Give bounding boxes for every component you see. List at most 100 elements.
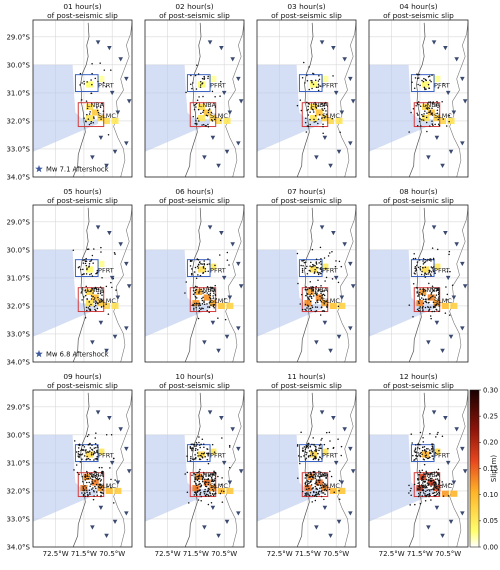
aftershock-dot	[309, 471, 312, 474]
aftershock-dot	[206, 490, 209, 493]
aftershock-dot	[82, 444, 84, 447]
slip-patch	[427, 109, 435, 116]
aftershock-dot	[436, 287, 439, 290]
aftershock-dot	[442, 82, 444, 85]
y-tick-label: 29.0°S	[6, 33, 30, 41]
station-triangle	[448, 334, 454, 339]
aftershock-dot	[328, 488, 331, 491]
aftershock-dot	[425, 107, 428, 109]
aftershock-dot	[427, 483, 430, 485]
aftershock-dot	[311, 305, 313, 307]
aftershock-dot	[301, 308, 304, 311]
aftershock-dot	[110, 478, 112, 481]
aftershock-dot	[447, 495, 450, 497]
aftershock-dot	[210, 494, 212, 497]
aftershock-dot	[433, 487, 435, 489]
aftershock-dot	[91, 62, 93, 65]
panel-11: 11 hour(s)of post-seismic slipPFRTLNBASL…	[256, 372, 357, 558]
aftershock-dot	[302, 61, 305, 64]
slip-patch	[217, 302, 225, 310]
aftershock-dot	[314, 292, 316, 295]
aftershock-dot	[83, 83, 86, 85]
aftershock-dot	[93, 452, 95, 455]
aftershock-dot	[79, 72, 82, 75]
aftershock-dot	[434, 296, 436, 298]
aftershock-dot	[199, 491, 202, 494]
panel-title: 01 hour(s)	[63, 2, 101, 11]
aftershock-dot	[194, 478, 197, 481]
aftershock-dot	[80, 453, 83, 456]
border-line	[113, 207, 133, 363]
slip-patch	[209, 263, 217, 270]
x-tick-label: 70.5°W	[323, 550, 349, 558]
aftershock-dot	[433, 484, 436, 487]
slip-patch	[439, 117, 447, 125]
aftershock-dot	[110, 433, 113, 436]
aftershock-dot	[190, 74, 192, 77]
aftershock-dot	[191, 458, 194, 460]
aftershock-dot	[315, 449, 318, 451]
aftershock-dot	[411, 81, 413, 84]
aftershock-dot	[96, 477, 99, 479]
aftershock-dot	[78, 444, 81, 447]
aftershock-dot	[200, 500, 202, 502]
aftershock-dot	[315, 495, 318, 498]
aftershock-dot	[83, 117, 85, 119]
y-tick-label: 30.0°S	[6, 246, 30, 254]
aftershock-dot	[427, 457, 430, 460]
aftershock-dot	[200, 495, 203, 498]
aftershock-dot	[102, 305, 105, 307]
aftershock-dot	[314, 482, 316, 485]
aftershock-dot	[101, 488, 104, 491]
aftershock-dot	[186, 455, 188, 457]
aftershock-dot	[422, 298, 425, 301]
aftershock-dot	[414, 447, 417, 449]
aftershock-dot	[305, 488, 308, 491]
aftershock-dot	[321, 490, 323, 492]
aftershock-dot	[302, 447, 304, 449]
slip-patch	[315, 294, 323, 301]
aftershock-dot	[196, 64, 198, 66]
slip-patch	[422, 451, 430, 458]
aftershock-dot	[417, 487, 419, 490]
aftershock-dot	[311, 108, 314, 110]
aftershock-dot	[87, 248, 90, 250]
slip-patch	[86, 288, 94, 295]
aftershock-dot	[315, 481, 317, 484]
aftershock-dot	[416, 455, 418, 457]
aftershock-dot	[437, 479, 440, 482]
aftershock-dot	[338, 260, 341, 263]
region-label: LNBA	[199, 101, 217, 109]
panel-title: of post-seismic slip	[383, 196, 454, 205]
slip-patch	[209, 448, 217, 455]
aftershock-dot	[96, 445, 99, 447]
aftershock-dot	[314, 499, 317, 502]
panel-title: of post-seismic slip	[383, 381, 454, 390]
slip-patch	[321, 75, 329, 82]
aftershock-dot	[315, 285, 317, 288]
aftershock-dot	[84, 294, 87, 297]
aftershock-dot	[207, 483, 210, 486]
y-tick-label: 34.0°S	[6, 544, 30, 552]
aftershock-dot	[193, 271, 196, 273]
colorbar-tick-label: 0.05	[483, 517, 498, 525]
panel-title: of post-seismic slip	[271, 381, 342, 390]
aftershock-dot	[425, 116, 428, 119]
aftershock-dot	[422, 119, 425, 121]
aftershock-dot	[319, 477, 321, 479]
slab-region	[33, 64, 99, 152]
aftershock-dot	[321, 458, 323, 460]
aftershock-dot	[334, 265, 337, 268]
aftershock-dot	[419, 84, 421, 87]
aftershock-dot	[423, 449, 426, 452]
aftershock-dot	[90, 289, 92, 292]
aftershock-dot	[305, 286, 307, 288]
border-line	[449, 392, 469, 548]
slip-patch	[338, 487, 346, 495]
aftershock-dot	[77, 453, 80, 455]
aftershock-dot	[312, 286, 315, 289]
station-triangle	[95, 40, 101, 45]
y-tick-label: 30.0°S	[6, 431, 30, 439]
aftershock-dot	[91, 444, 93, 446]
panel-title: of post-seismic slip	[47, 196, 118, 205]
